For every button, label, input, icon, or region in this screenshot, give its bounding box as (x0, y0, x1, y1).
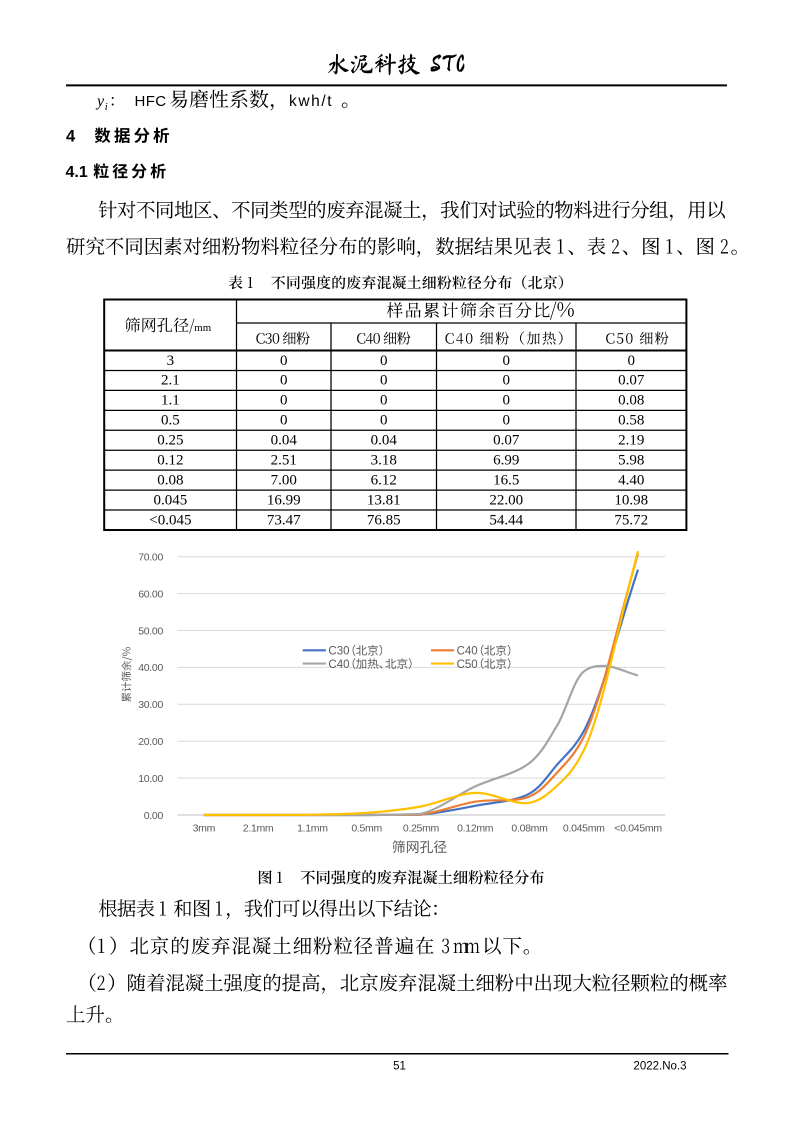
svg-text:<0.045mm: <0.045mm (614, 823, 662, 835)
svg-text:C30: C30 (328, 646, 349, 658)
svg-text:0.00: 0.00 (144, 810, 164, 822)
svg-text:0: 0 (280, 413, 288, 429)
svg-text:0.04: 0.04 (271, 433, 298, 449)
svg-text:0: 0 (503, 393, 511, 409)
svg-text:20.00: 20.00 (138, 736, 163, 748)
svg-text:0: 0 (380, 393, 388, 409)
svg-text:16.99: 16.99 (267, 492, 301, 508)
svg-text:0.07: 0.07 (493, 433, 520, 449)
svg-text:3: 3 (167, 353, 175, 369)
svg-text:0.04: 0.04 (371, 433, 398, 449)
svg-text:0.045: 0.045 (153, 492, 187, 508)
svg-text:2.1mm: 2.1mm (243, 823, 274, 835)
svg-text:13.81: 13.81 (367, 492, 401, 508)
svg-text:6.12: 6.12 (371, 472, 397, 488)
svg-text:73.47: 73.47 (267, 512, 301, 528)
svg-text:51: 51 (393, 1061, 406, 1073)
svg-text:10.98: 10.98 (614, 492, 648, 508)
svg-text:2.19: 2.19 (618, 433, 644, 449)
svg-text:0: 0 (280, 393, 288, 409)
svg-text:10.00: 10.00 (138, 773, 163, 785)
svg-text:0: 0 (503, 373, 511, 389)
svg-text:70.00: 70.00 (138, 552, 163, 564)
svg-text:60.00: 60.00 (138, 588, 163, 600)
svg-text:16.5: 16.5 (493, 472, 519, 488)
svg-text:3.18: 3.18 (371, 453, 397, 469)
svg-text:0.5: 0.5 (161, 413, 180, 429)
svg-text:2.51: 2.51 (271, 453, 297, 469)
svg-text:0.5mm: 0.5mm (351, 823, 382, 835)
svg-text:0: 0 (380, 413, 388, 429)
svg-text:0.045mm: 0.045mm (563, 823, 605, 835)
svg-text:50.00: 50.00 (138, 625, 163, 637)
svg-text:3mm: 3mm (193, 823, 216, 835)
svg-text:0: 0 (280, 353, 288, 369)
svg-text:HFC: HFC (135, 93, 167, 110)
svg-text:<0.045: <0.045 (149, 512, 191, 528)
svg-text:75.72: 75.72 (614, 512, 648, 528)
svg-text:40.00: 40.00 (138, 662, 163, 674)
svg-text:4.1: 4.1 (66, 164, 88, 181)
svg-text:0: 0 (380, 353, 388, 369)
svg-text:1.1: 1.1 (161, 393, 180, 409)
svg-text:7.00: 7.00 (271, 472, 297, 488)
svg-text:0.08: 0.08 (618, 393, 644, 409)
svg-text:22.00: 22.00 (489, 492, 523, 508)
svg-text:4.40: 4.40 (618, 472, 644, 488)
svg-text:2022.No.3: 2022.No.3 (633, 1061, 686, 1073)
svg-text:0: 0 (503, 353, 511, 369)
svg-text:0.12mm: 0.12mm (457, 823, 494, 835)
svg-text:i: i (105, 102, 108, 113)
svg-text:4: 4 (66, 128, 76, 146)
svg-text:C40: C40 (457, 646, 478, 658)
svg-text:5.98: 5.98 (618, 453, 644, 469)
svg-text:76.85: 76.85 (367, 512, 401, 528)
svg-text:1.1mm: 1.1mm (297, 823, 328, 835)
svg-text:0: 0 (627, 353, 635, 369)
svg-text:mm: mm (194, 322, 211, 334)
svg-text:0.12: 0.12 (157, 453, 183, 469)
svg-text:C50: C50 (457, 659, 478, 671)
svg-text:0.25mm: 0.25mm (403, 823, 440, 835)
svg-text:kwh/t: kwh/t (289, 93, 333, 110)
svg-text:0.07: 0.07 (618, 373, 645, 389)
svg-text:0.08mm: 0.08mm (511, 823, 548, 835)
svg-text:0.08: 0.08 (157, 472, 183, 488)
svg-text:C40: C40 (328, 659, 349, 671)
svg-text:0: 0 (280, 373, 288, 389)
svg-text:0: 0 (503, 413, 511, 429)
svg-text:0.58: 0.58 (618, 413, 644, 429)
svg-text:y: y (95, 93, 105, 110)
svg-text:0.25: 0.25 (157, 433, 183, 449)
svg-text:6.99: 6.99 (493, 453, 519, 469)
svg-text:54.44: 54.44 (489, 512, 523, 528)
svg-text:2.1: 2.1 (161, 373, 180, 389)
svg-text:0: 0 (380, 373, 388, 389)
svg-text:30.00: 30.00 (138, 699, 163, 711)
